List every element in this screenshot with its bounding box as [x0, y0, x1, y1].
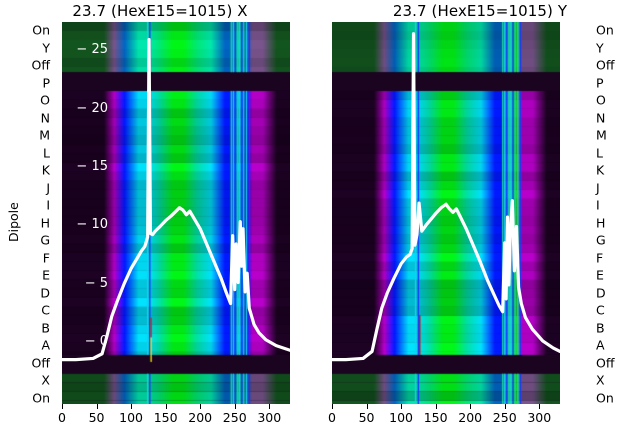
category-label: K	[596, 162, 605, 178]
x-tick-label: 200	[188, 410, 213, 425]
x-tick-label: 50	[358, 410, 375, 425]
category-label: X	[596, 372, 605, 388]
category-label: F	[42, 250, 50, 266]
x-tick-label: 0	[328, 410, 336, 425]
x-tick-mark	[470, 404, 472, 409]
category-label: I	[46, 197, 50, 213]
category-label: Y	[42, 40, 50, 56]
category-axis-right: On Y Off P O N M L K J I H G F E D C B A Off X On	[596, 22, 630, 406]
x-tick-label: 100	[389, 410, 414, 425]
y-tick-label: − 15	[76, 159, 108, 175]
category-label: Off	[31, 57, 50, 73]
category-label: J	[596, 180, 600, 196]
category-label: G	[596, 232, 606, 248]
category-label: B	[41, 320, 50, 336]
x-tick-mark	[401, 404, 403, 409]
y-tick-label: − 15	[298, 159, 330, 175]
x-tick-label: 300	[257, 410, 282, 425]
x-tick-mark	[435, 404, 437, 409]
y-tick-label: − 10	[298, 217, 330, 233]
y-axis-label: Dipole	[6, 202, 21, 242]
category-label: P	[596, 75, 604, 91]
heatmap-axes-right[interactable]	[332, 22, 560, 404]
category-label: N	[40, 110, 50, 126]
category-label: A	[41, 337, 50, 353]
category-label: On	[596, 22, 614, 38]
y-tick-label: − 10	[76, 217, 108, 233]
x-tick-mark	[366, 404, 368, 409]
category-label: M	[596, 127, 607, 143]
x-axis-right: 0 50 100 150 200 250 300	[328, 404, 560, 436]
category-label: L	[43, 145, 50, 161]
category-label: F	[596, 250, 604, 266]
panel-right: 23.7 (HexE15=1015) Y	[320, 0, 640, 440]
x-tick-mark	[269, 404, 271, 409]
category-label: C	[41, 302, 50, 318]
panel-left-title: 23.7 (HexE15=1015) X	[72, 2, 248, 20]
x-tick-label: 200	[458, 410, 483, 425]
x-tick-mark	[200, 404, 202, 409]
category-label: P	[42, 75, 50, 91]
y-tick-label: − 5	[306, 275, 330, 291]
x-tick-mark	[96, 404, 98, 409]
category-label: H	[40, 215, 50, 231]
y-tick-label: − 20	[298, 100, 330, 116]
category-axis-left: Dipole On Y Off P O N M L K J I H G F E D C B A Off X On	[6, 22, 54, 406]
panel-right-title: 23.7 (HexE15=1015) Y	[392, 2, 568, 20]
category-label: On	[596, 390, 614, 406]
category-label: On	[32, 22, 50, 38]
y-tick-label: − 5	[84, 275, 108, 291]
category-label: O	[596, 92, 606, 108]
category-label: M	[39, 127, 50, 143]
x-tick-mark	[539, 404, 541, 409]
x-tick-label: 50	[88, 410, 105, 425]
category-label: K	[41, 162, 50, 178]
category-label: H	[596, 215, 606, 231]
category-label: On	[32, 390, 50, 406]
category-label: B	[596, 320, 605, 336]
x-tick-mark	[165, 404, 167, 409]
x-tick-label: 0	[58, 410, 66, 425]
y-tick-label: − 25	[298, 42, 330, 58]
x-tick-label: 250	[492, 410, 517, 425]
x-tick-label: 150	[423, 410, 448, 425]
x-tick-mark	[234, 404, 236, 409]
category-label: Off	[31, 355, 50, 371]
category-label: L	[596, 145, 603, 161]
x-tick-mark	[131, 404, 133, 409]
category-label: D	[40, 285, 50, 301]
category-label: E	[42, 267, 50, 283]
category-label: O	[40, 92, 50, 108]
x-axis-left: 0 50 100 150 200 250 300	[58, 404, 290, 436]
y-tick-label: − 0	[306, 334, 330, 350]
x-tick-label: 250	[222, 410, 247, 425]
x-tick-label: 300	[527, 410, 552, 425]
category-label: C	[596, 302, 605, 318]
panel-left: 23.7 (HexE15=1015) X	[72, 2, 248, 20]
heatmap-axes-left[interactable]	[62, 22, 290, 404]
category-label: A	[596, 337, 605, 353]
x-tick-mark	[332, 404, 333, 409]
category-label: Y	[596, 40, 604, 56]
category-label: G	[40, 232, 50, 248]
y-tick-label: − 25	[76, 42, 108, 58]
x-tick-label: 100	[119, 410, 144, 425]
x-tick-mark	[504, 404, 506, 409]
category-label: J	[46, 180, 50, 196]
category-label: X	[41, 372, 50, 388]
x-tick-label: 150	[153, 410, 178, 425]
category-label: I	[596, 197, 600, 213]
category-label: N	[596, 110, 606, 126]
category-label: E	[596, 267, 604, 283]
heatmap-image-right	[332, 22, 560, 404]
y-tick-label: − 0	[84, 334, 108, 350]
category-label: Off	[596, 57, 615, 73]
category-label: D	[596, 285, 606, 301]
category-label: Off	[596, 355, 615, 371]
y-tick-label: − 20	[76, 100, 108, 116]
x-tick-mark	[62, 404, 63, 409]
